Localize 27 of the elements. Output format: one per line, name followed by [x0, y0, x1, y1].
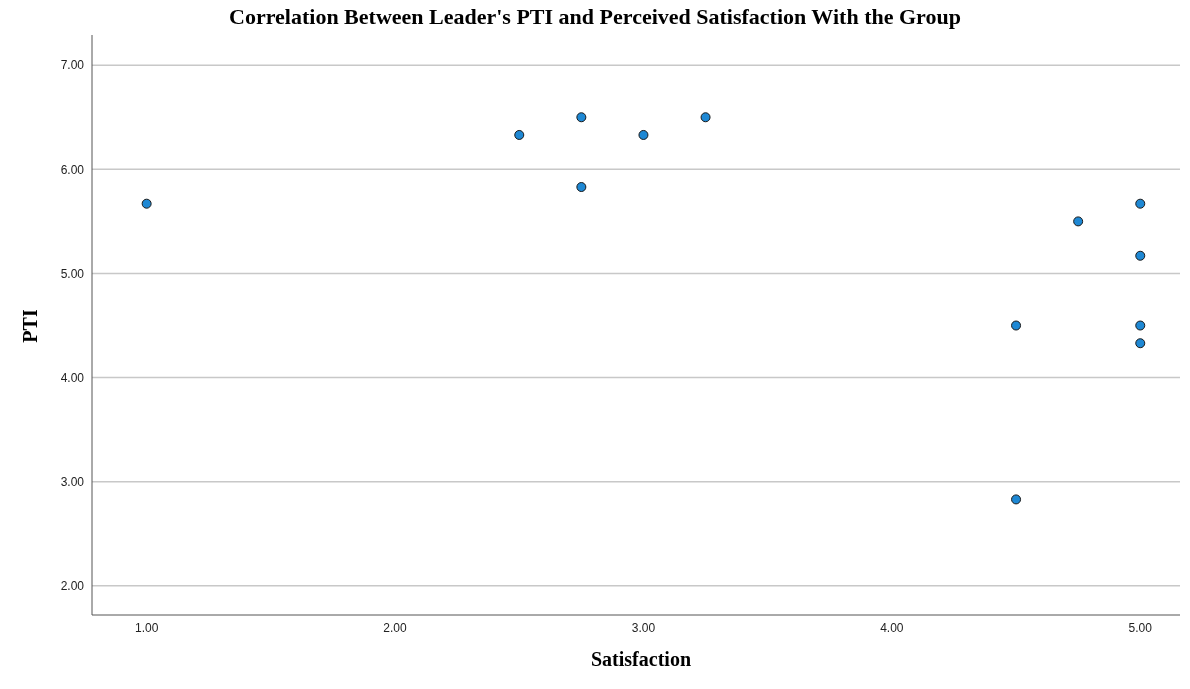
x-tick-label: 1.00: [134, 620, 159, 635]
point: [1073, 216, 1084, 227]
y-tick-label: 3.00: [60, 474, 85, 489]
point: [1135, 250, 1146, 261]
y-tick-label: 5.00: [60, 266, 85, 281]
point: [638, 129, 649, 140]
point: [576, 182, 587, 193]
x-tick-label: 5.00: [1128, 620, 1153, 635]
y-axis-title: PTI: [18, 309, 42, 343]
point: [141, 198, 152, 209]
chart-title: Correlation Between Leader's PTI and Perceived Satisfaction With the Group: [228, 4, 962, 30]
point: [576, 112, 587, 123]
point: [1135, 338, 1146, 349]
point: [514, 129, 525, 140]
y-tick-label: 4.00: [60, 370, 85, 385]
y-tick-label: 2.00: [60, 579, 85, 594]
x-tick-label: 2.00: [383, 620, 408, 635]
point: [1135, 198, 1146, 209]
point: [1011, 494, 1022, 505]
x-tick-label: 3.00: [631, 620, 656, 635]
point: [1011, 320, 1022, 331]
point: [1135, 320, 1146, 331]
y-tick-label: 7.00: [60, 58, 85, 73]
y-tick-label: 6.00: [60, 162, 85, 177]
x-axis-title: Satisfaction: [590, 648, 692, 671]
x-tick-label: 4.00: [880, 620, 904, 635]
point: [700, 112, 711, 123]
